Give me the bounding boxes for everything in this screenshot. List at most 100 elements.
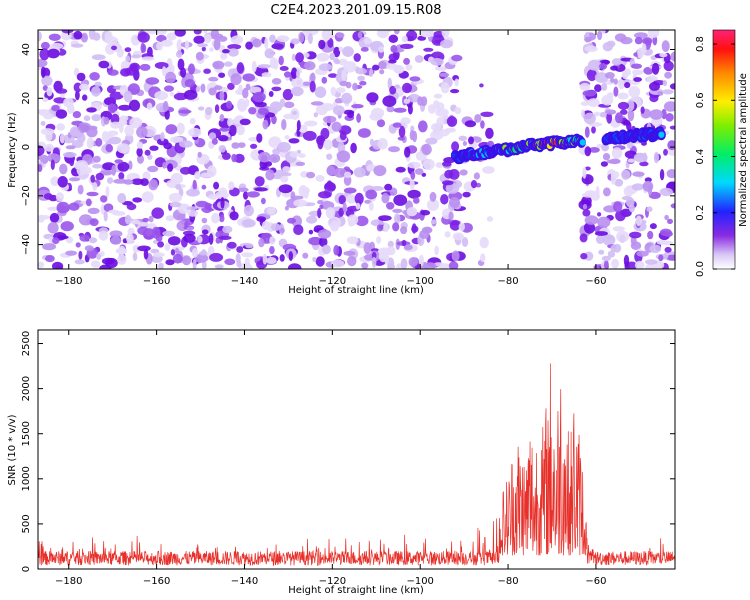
noise-blob xyxy=(445,182,460,194)
noise-blob xyxy=(633,152,648,163)
noise-blob xyxy=(41,75,53,87)
noise-blob xyxy=(208,194,218,200)
noise-blob xyxy=(590,192,601,201)
noise-blob xyxy=(333,46,341,58)
noise-blob xyxy=(231,142,240,149)
noise-blob xyxy=(317,138,324,150)
noise-blob xyxy=(649,109,663,120)
noise-blob xyxy=(394,30,400,35)
x-tick-label: −100 xyxy=(406,276,433,287)
noise-blob xyxy=(60,221,74,232)
noise-blob xyxy=(200,83,206,93)
noise-blob xyxy=(152,252,165,258)
noise-blob xyxy=(326,180,333,191)
noise-blob xyxy=(74,259,85,265)
noise-blob xyxy=(96,253,102,260)
noise-blob xyxy=(664,246,672,253)
noise-blob xyxy=(339,80,349,87)
noise-blob xyxy=(600,161,609,167)
noise-blob xyxy=(444,127,456,133)
noise-blob xyxy=(333,167,347,178)
noise-blob xyxy=(344,171,352,178)
noise-blob xyxy=(180,166,192,175)
noise-blob xyxy=(596,143,603,149)
noise-blob xyxy=(395,166,406,173)
noise-blob xyxy=(430,58,444,66)
noise-blob xyxy=(329,52,336,61)
noise-blob xyxy=(203,30,208,34)
x-tick-label: −100 xyxy=(406,576,433,587)
noise-blob xyxy=(77,122,92,133)
x-tick-label: −60 xyxy=(585,276,606,287)
noise-blob xyxy=(222,49,230,54)
snr-y-axis: 0 500 1000 1500 2000 2500 xyxy=(21,331,675,572)
noise-blob xyxy=(92,182,98,191)
noise-blob xyxy=(262,253,268,265)
noise-blob xyxy=(201,261,207,269)
noise-blob xyxy=(111,45,117,51)
noise-blob xyxy=(57,176,68,188)
noise-blob xyxy=(79,234,91,242)
noise-blob xyxy=(584,36,593,43)
noise-blob xyxy=(626,121,632,131)
noise-blob xyxy=(423,47,434,52)
noise-blob xyxy=(282,88,294,101)
noise-blob xyxy=(50,176,60,187)
noise-blob xyxy=(607,250,616,258)
noise-blob xyxy=(271,78,282,85)
x-tick-label: −120 xyxy=(319,276,346,287)
x-tick-label: −80 xyxy=(498,276,519,287)
noise-blob xyxy=(423,158,435,171)
noise-blob xyxy=(201,217,208,224)
colorbar-tick-label: 0.6 xyxy=(695,92,706,108)
noise-blob xyxy=(403,244,413,251)
noise-blob xyxy=(38,31,42,42)
noise-blob xyxy=(91,54,106,61)
noise-blob xyxy=(189,117,196,125)
noise-blob xyxy=(356,113,361,123)
noise-blob xyxy=(421,143,432,156)
noise-blob xyxy=(419,229,430,239)
noise-blob xyxy=(410,125,415,132)
noise-blob xyxy=(219,90,225,101)
noise-blob xyxy=(132,244,140,253)
snr-x-axis-label: Height of straight line (km) xyxy=(288,585,424,596)
noise-blob xyxy=(480,120,485,129)
noise-blob xyxy=(103,203,114,212)
noise-blob xyxy=(52,261,64,269)
noise-blob xyxy=(667,140,675,151)
noise-blob xyxy=(624,68,631,76)
noise-blob xyxy=(582,166,587,179)
noise-blob xyxy=(614,178,624,187)
noise-blob xyxy=(634,260,645,269)
noise-blob xyxy=(480,111,494,118)
noise-blob xyxy=(318,39,326,50)
noise-blob xyxy=(141,191,154,203)
noise-blob xyxy=(388,53,397,62)
noise-blob xyxy=(179,140,193,148)
noise-blob xyxy=(401,35,408,43)
noise-blob xyxy=(316,52,330,62)
noise-blob xyxy=(610,244,618,253)
noise-blob xyxy=(223,61,233,67)
noise-blob xyxy=(610,65,619,71)
noise-blob xyxy=(291,76,304,89)
noise-blob xyxy=(86,137,94,149)
noise-blob xyxy=(83,115,91,122)
noise-blob xyxy=(244,257,250,268)
noise-blob xyxy=(338,46,343,52)
noise-blob xyxy=(237,142,246,149)
noise-blob xyxy=(617,92,629,100)
noise-blob xyxy=(156,41,163,51)
noise-blob xyxy=(137,32,150,43)
noise-blob xyxy=(598,249,605,255)
noise-blob xyxy=(231,153,238,163)
noise-blob xyxy=(595,235,605,244)
noise-blob xyxy=(243,191,249,200)
noise-blob xyxy=(599,63,608,70)
noise-blob xyxy=(218,145,226,153)
noise-blob xyxy=(642,180,654,192)
noise-blob xyxy=(241,252,254,258)
noise-blob xyxy=(213,38,221,51)
noise-blob xyxy=(158,262,164,269)
